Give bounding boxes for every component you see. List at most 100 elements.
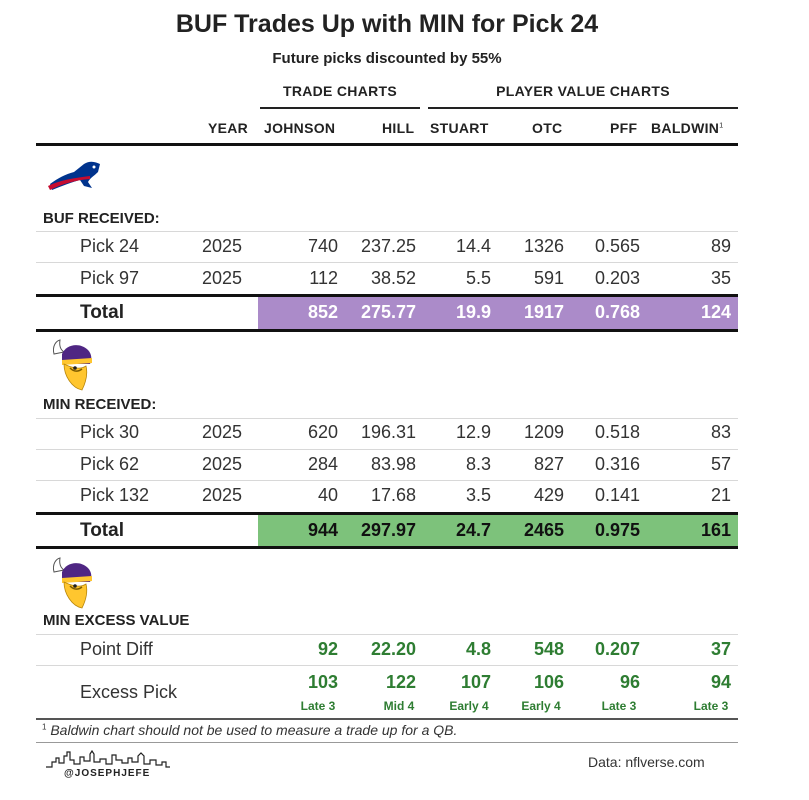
player-value-charts-header: PLAYER VALUE CHARTS: [496, 83, 670, 99]
table-bottom-rule: [36, 718, 738, 720]
baldwin-footnote-mark: 1: [719, 122, 724, 130]
col-otc: OTC: [532, 120, 563, 136]
col-johnson: JOHNSON: [264, 120, 336, 136]
page-title: BUF Trades Up with MIN for Pick 24: [175, 10, 599, 38]
buf-total-otc: 1917: [523, 302, 564, 322]
excess-round-johnson: Late 3: [300, 699, 336, 713]
buf-total-stuart: 19.9: [455, 302, 491, 322]
min-pick-30-year: 2025: [202, 422, 243, 442]
excess-pick-stuart: 107: [460, 672, 491, 692]
buf-total-johnson: 852: [307, 302, 338, 322]
min-pick-62-baldwin: 57: [710, 454, 731, 474]
trade-charts-header: TRADE CHARTS: [282, 83, 398, 99]
col-year: YEAR: [208, 120, 249, 136]
col-hill: HILL: [382, 120, 415, 136]
row-divider: [36, 480, 738, 481]
bills-logo-icon: [48, 161, 100, 190]
buf-pick-97-baldwin: 35: [710, 268, 731, 288]
min-pick-62-otc: 827: [533, 454, 564, 474]
min-pick-62-name: Pick 62: [80, 454, 140, 474]
footnote: 1 Baldwin chart should not be used to me…: [42, 722, 457, 738]
min-pick-62-johnson: 284: [307, 454, 338, 474]
buf-pick-24-pff: 0.565: [594, 236, 640, 256]
excess-round-otc: Early 4: [521, 699, 561, 713]
trade-charts-underline: [260, 107, 420, 109]
min-total-johnson: 944: [307, 520, 338, 540]
total-rule-top: [36, 294, 738, 297]
buf-pick-24-stuart: 14.4: [455, 236, 491, 256]
vikings-logo-icon: [53, 339, 92, 391]
buf-pick-97-johnson: 112: [309, 268, 338, 288]
excess-pick-otc: 106: [533, 672, 564, 692]
point-diff-baldwin: 37: [710, 639, 731, 659]
min-pick-132-pff: 0.141: [594, 485, 640, 505]
total-rule-bottom: [36, 329, 738, 332]
excess-round-stuart: Early 4: [449, 699, 489, 713]
footer-rule: [36, 742, 738, 743]
min-pick-132-name: Pick 132: [80, 485, 150, 505]
point-diff-johnson: 92: [317, 639, 338, 659]
buf-pick-97-otc: 591: [533, 268, 564, 288]
city-skyline-icon: [46, 749, 170, 768]
min-total-hill: 297.97: [360, 520, 416, 540]
min-pick-62-year: 2025: [202, 454, 243, 474]
min-excess-value-label: MIN EXCESS VALUE: [43, 612, 190, 629]
row-divider: [36, 634, 738, 635]
min-pick-62-stuart: 8.3: [465, 454, 491, 474]
buf-pick-97-year: 2025: [202, 268, 243, 288]
min-pick-30-hill: 196.31: [360, 422, 416, 442]
buf-pick-97-hill: 38.52: [370, 268, 416, 288]
col-pff: PFF: [610, 120, 638, 136]
min-pick-62-hill: 83.98: [370, 454, 416, 474]
buf-total-baldwin: 124: [700, 302, 731, 322]
buf-received-label: BUF RECEIVED:: [43, 210, 160, 227]
min-pick-132-baldwin: 21: [710, 485, 731, 505]
footnote-text: Baldwin chart should not be used to meas…: [50, 722, 458, 738]
point-diff-stuart: 4.8: [465, 639, 491, 659]
row-divider: [36, 665, 738, 666]
min-pick-30-otc: 1209: [523, 422, 564, 442]
buf-total-pff: 0.768: [594, 302, 640, 322]
buf-pick-24-otc: 1326: [523, 236, 564, 256]
min-pick-30-baldwin: 83: [710, 422, 731, 442]
col-baldwin: BALDWIN1: [651, 120, 724, 136]
total-rule-top: [36, 512, 738, 515]
point-diff-otc: 548: [533, 639, 564, 659]
min-pick-30-johnson: 620: [307, 422, 338, 442]
min-pick-132-stuart: 3.5: [465, 485, 491, 505]
buf-pick-24-hill: 237.25: [360, 236, 416, 256]
point-diff-hill: 22.20: [370, 639, 416, 659]
row-divider: [36, 262, 738, 263]
row-divider: [36, 418, 738, 419]
point-diff-name: Point Diff: [80, 639, 153, 659]
min-pick-132-johnson: 40: [317, 485, 338, 505]
excess-pick-name: Excess Pick: [80, 682, 178, 702]
excess-pick-hill: 122: [385, 672, 416, 692]
buf-pick-97-name: Pick 97: [80, 268, 140, 288]
excess-round-baldwin: Late 3: [693, 699, 729, 713]
min-pick-30-stuart: 12.9: [455, 422, 491, 442]
buf-total-band: [258, 297, 738, 329]
min-pick-30-pff: 0.518: [594, 422, 640, 442]
row-divider: [36, 231, 738, 232]
min-pick-30-name: Pick 30: [80, 422, 140, 442]
buf-pick-97-stuart: 5.5: [465, 268, 491, 288]
buf-pick-97-pff: 0.203: [594, 268, 640, 288]
min-received-label: MIN RECEIVED:: [43, 396, 157, 413]
data-source: Data: nflverse.com: [588, 754, 705, 770]
excess-round-pff: Late 3: [601, 699, 637, 713]
min-total-stuart: 24.7: [455, 520, 491, 540]
total-rule-bottom: [36, 546, 738, 549]
min-total-otc: 2465: [523, 520, 564, 540]
excess-pick-johnson: 103: [307, 672, 338, 692]
credit-handle: @JOSEPHJEFE: [64, 768, 151, 779]
min-total-pff: 0.975: [594, 520, 640, 540]
point-diff-pff: 0.207: [594, 639, 640, 659]
min-pick-62-pff: 0.316: [594, 454, 640, 474]
header-rule: [36, 143, 738, 146]
footnote-mark: 1: [42, 722, 47, 732]
page-subtitle: Future picks discounted by 55%: [272, 50, 502, 67]
min-pick-132-hill: 17.68: [370, 485, 416, 505]
min-total-band: [258, 515, 738, 547]
buf-pick-24-name: Pick 24: [80, 236, 140, 256]
